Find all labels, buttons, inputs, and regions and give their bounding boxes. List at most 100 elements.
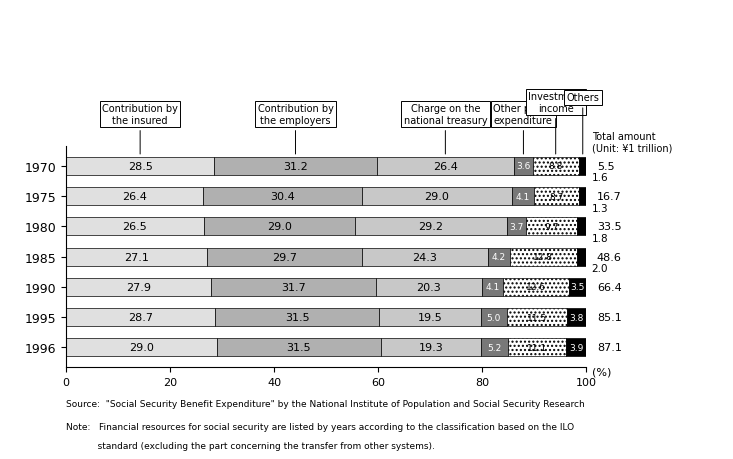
Text: 27.9: 27.9 xyxy=(126,282,151,292)
Text: 29.7: 29.7 xyxy=(272,252,297,262)
Bar xyxy=(66,339,217,357)
Text: 19.5: 19.5 xyxy=(418,313,443,322)
Text: 2.0: 2.0 xyxy=(592,263,608,274)
Text: 5.0: 5.0 xyxy=(487,313,501,322)
Text: 5.2: 5.2 xyxy=(487,343,502,352)
Text: 3.6: 3.6 xyxy=(516,162,531,171)
Text: 28.7: 28.7 xyxy=(128,313,153,322)
Text: 31.5: 31.5 xyxy=(287,342,312,353)
Bar xyxy=(534,188,579,206)
Text: 27.1: 27.1 xyxy=(124,252,149,262)
Text: 3.8: 3.8 xyxy=(570,313,583,322)
Bar xyxy=(566,339,586,357)
Bar xyxy=(512,188,534,206)
Bar xyxy=(379,308,481,326)
Bar xyxy=(203,188,361,206)
Bar xyxy=(66,248,207,266)
Text: 4.1: 4.1 xyxy=(516,192,530,201)
Text: 29.0: 29.0 xyxy=(267,222,292,232)
Bar xyxy=(579,188,586,206)
Bar xyxy=(66,218,204,236)
Bar xyxy=(578,157,587,175)
Text: 31.5: 31.5 xyxy=(285,313,309,322)
Text: Investment
income: Investment income xyxy=(528,92,583,155)
Bar xyxy=(503,278,569,296)
Bar xyxy=(361,188,512,206)
Text: 12.8: 12.8 xyxy=(533,252,553,262)
Text: 85.1: 85.1 xyxy=(597,313,622,322)
Bar xyxy=(514,157,533,175)
Text: 26.4: 26.4 xyxy=(122,192,147,202)
Text: 20.3: 20.3 xyxy=(416,282,441,292)
Text: 31.7: 31.7 xyxy=(281,282,306,292)
Bar xyxy=(567,308,586,326)
Text: 8.7: 8.7 xyxy=(549,192,564,201)
Bar xyxy=(211,278,376,296)
Text: 29.2: 29.2 xyxy=(419,222,443,232)
Text: 1.8: 1.8 xyxy=(592,233,608,243)
Bar xyxy=(533,157,578,175)
Bar xyxy=(361,248,488,266)
Bar xyxy=(569,278,587,296)
Text: 1.3: 1.3 xyxy=(592,203,608,213)
Bar xyxy=(507,308,567,326)
Bar xyxy=(66,308,216,326)
Bar xyxy=(510,248,577,266)
Bar xyxy=(66,188,203,206)
Text: 29.0: 29.0 xyxy=(424,192,449,202)
Text: Source:  "Social Security Benefit Expenditure" by the National Institute of Popu: Source: "Social Security Benefit Expendi… xyxy=(66,399,585,409)
Bar xyxy=(66,278,211,296)
Text: 24.3: 24.3 xyxy=(413,252,438,262)
Text: 4.1: 4.1 xyxy=(485,283,500,292)
Bar xyxy=(488,248,510,266)
Bar xyxy=(376,278,482,296)
Bar xyxy=(482,339,509,357)
Text: 3.9: 3.9 xyxy=(569,343,583,352)
Text: standard (excluding the part concerning the transfer from other systems).: standard (excluding the part concerning … xyxy=(66,441,435,450)
Bar xyxy=(217,339,381,357)
Text: 66.4: 66.4 xyxy=(597,282,622,292)
Text: 26.5: 26.5 xyxy=(122,222,147,232)
Text: 9.7: 9.7 xyxy=(544,222,559,231)
Bar xyxy=(214,157,377,175)
Text: Charge on the
national treasury: Charge on the national treasury xyxy=(404,104,487,155)
Bar xyxy=(381,339,482,357)
Text: Contribution by
the employers: Contribution by the employers xyxy=(257,104,334,155)
Bar xyxy=(577,248,587,266)
Text: 1.6: 1.6 xyxy=(592,173,608,183)
Bar xyxy=(207,248,361,266)
Text: Others: Others xyxy=(567,93,599,155)
Bar xyxy=(577,218,586,236)
Bar xyxy=(355,218,507,236)
Bar xyxy=(66,157,214,175)
Bar xyxy=(526,218,577,236)
Text: 28.5: 28.5 xyxy=(128,162,152,172)
Text: Other public
expenditure: Other public expenditure xyxy=(493,104,553,155)
Text: 30.4: 30.4 xyxy=(270,192,295,202)
Text: 19.3: 19.3 xyxy=(419,342,443,353)
Text: 11.1: 11.1 xyxy=(527,343,548,352)
Bar xyxy=(377,157,514,175)
Text: Note:   Financial resources for social security are listed by years according to: Note: Financial resources for social sec… xyxy=(66,422,574,431)
Text: Total amount
(Unit: ¥1 trillion): Total amount (Unit: ¥1 trillion) xyxy=(592,131,672,153)
Text: 87.1: 87.1 xyxy=(597,342,622,353)
Text: 29.0: 29.0 xyxy=(129,342,154,353)
Text: 8.8: 8.8 xyxy=(548,162,563,171)
Bar xyxy=(482,278,503,296)
Text: 4.2: 4.2 xyxy=(492,252,506,262)
Text: 3.5: 3.5 xyxy=(570,283,585,292)
Text: 33.5: 33.5 xyxy=(597,222,622,232)
Bar xyxy=(216,308,379,326)
Text: 5.5: 5.5 xyxy=(597,162,614,172)
Bar xyxy=(481,308,507,326)
Bar xyxy=(507,218,526,236)
Text: 26.4: 26.4 xyxy=(433,162,458,172)
Bar xyxy=(204,218,355,236)
Text: 48.6: 48.6 xyxy=(597,252,622,262)
Text: 31.2: 31.2 xyxy=(283,162,308,172)
Text: 12.6: 12.6 xyxy=(526,283,546,292)
Text: 11.5: 11.5 xyxy=(526,313,547,322)
Text: (%): (%) xyxy=(592,367,611,377)
Text: 3.7: 3.7 xyxy=(509,222,523,231)
Text: Contribution by
the insured: Contribution by the insured xyxy=(102,104,178,155)
